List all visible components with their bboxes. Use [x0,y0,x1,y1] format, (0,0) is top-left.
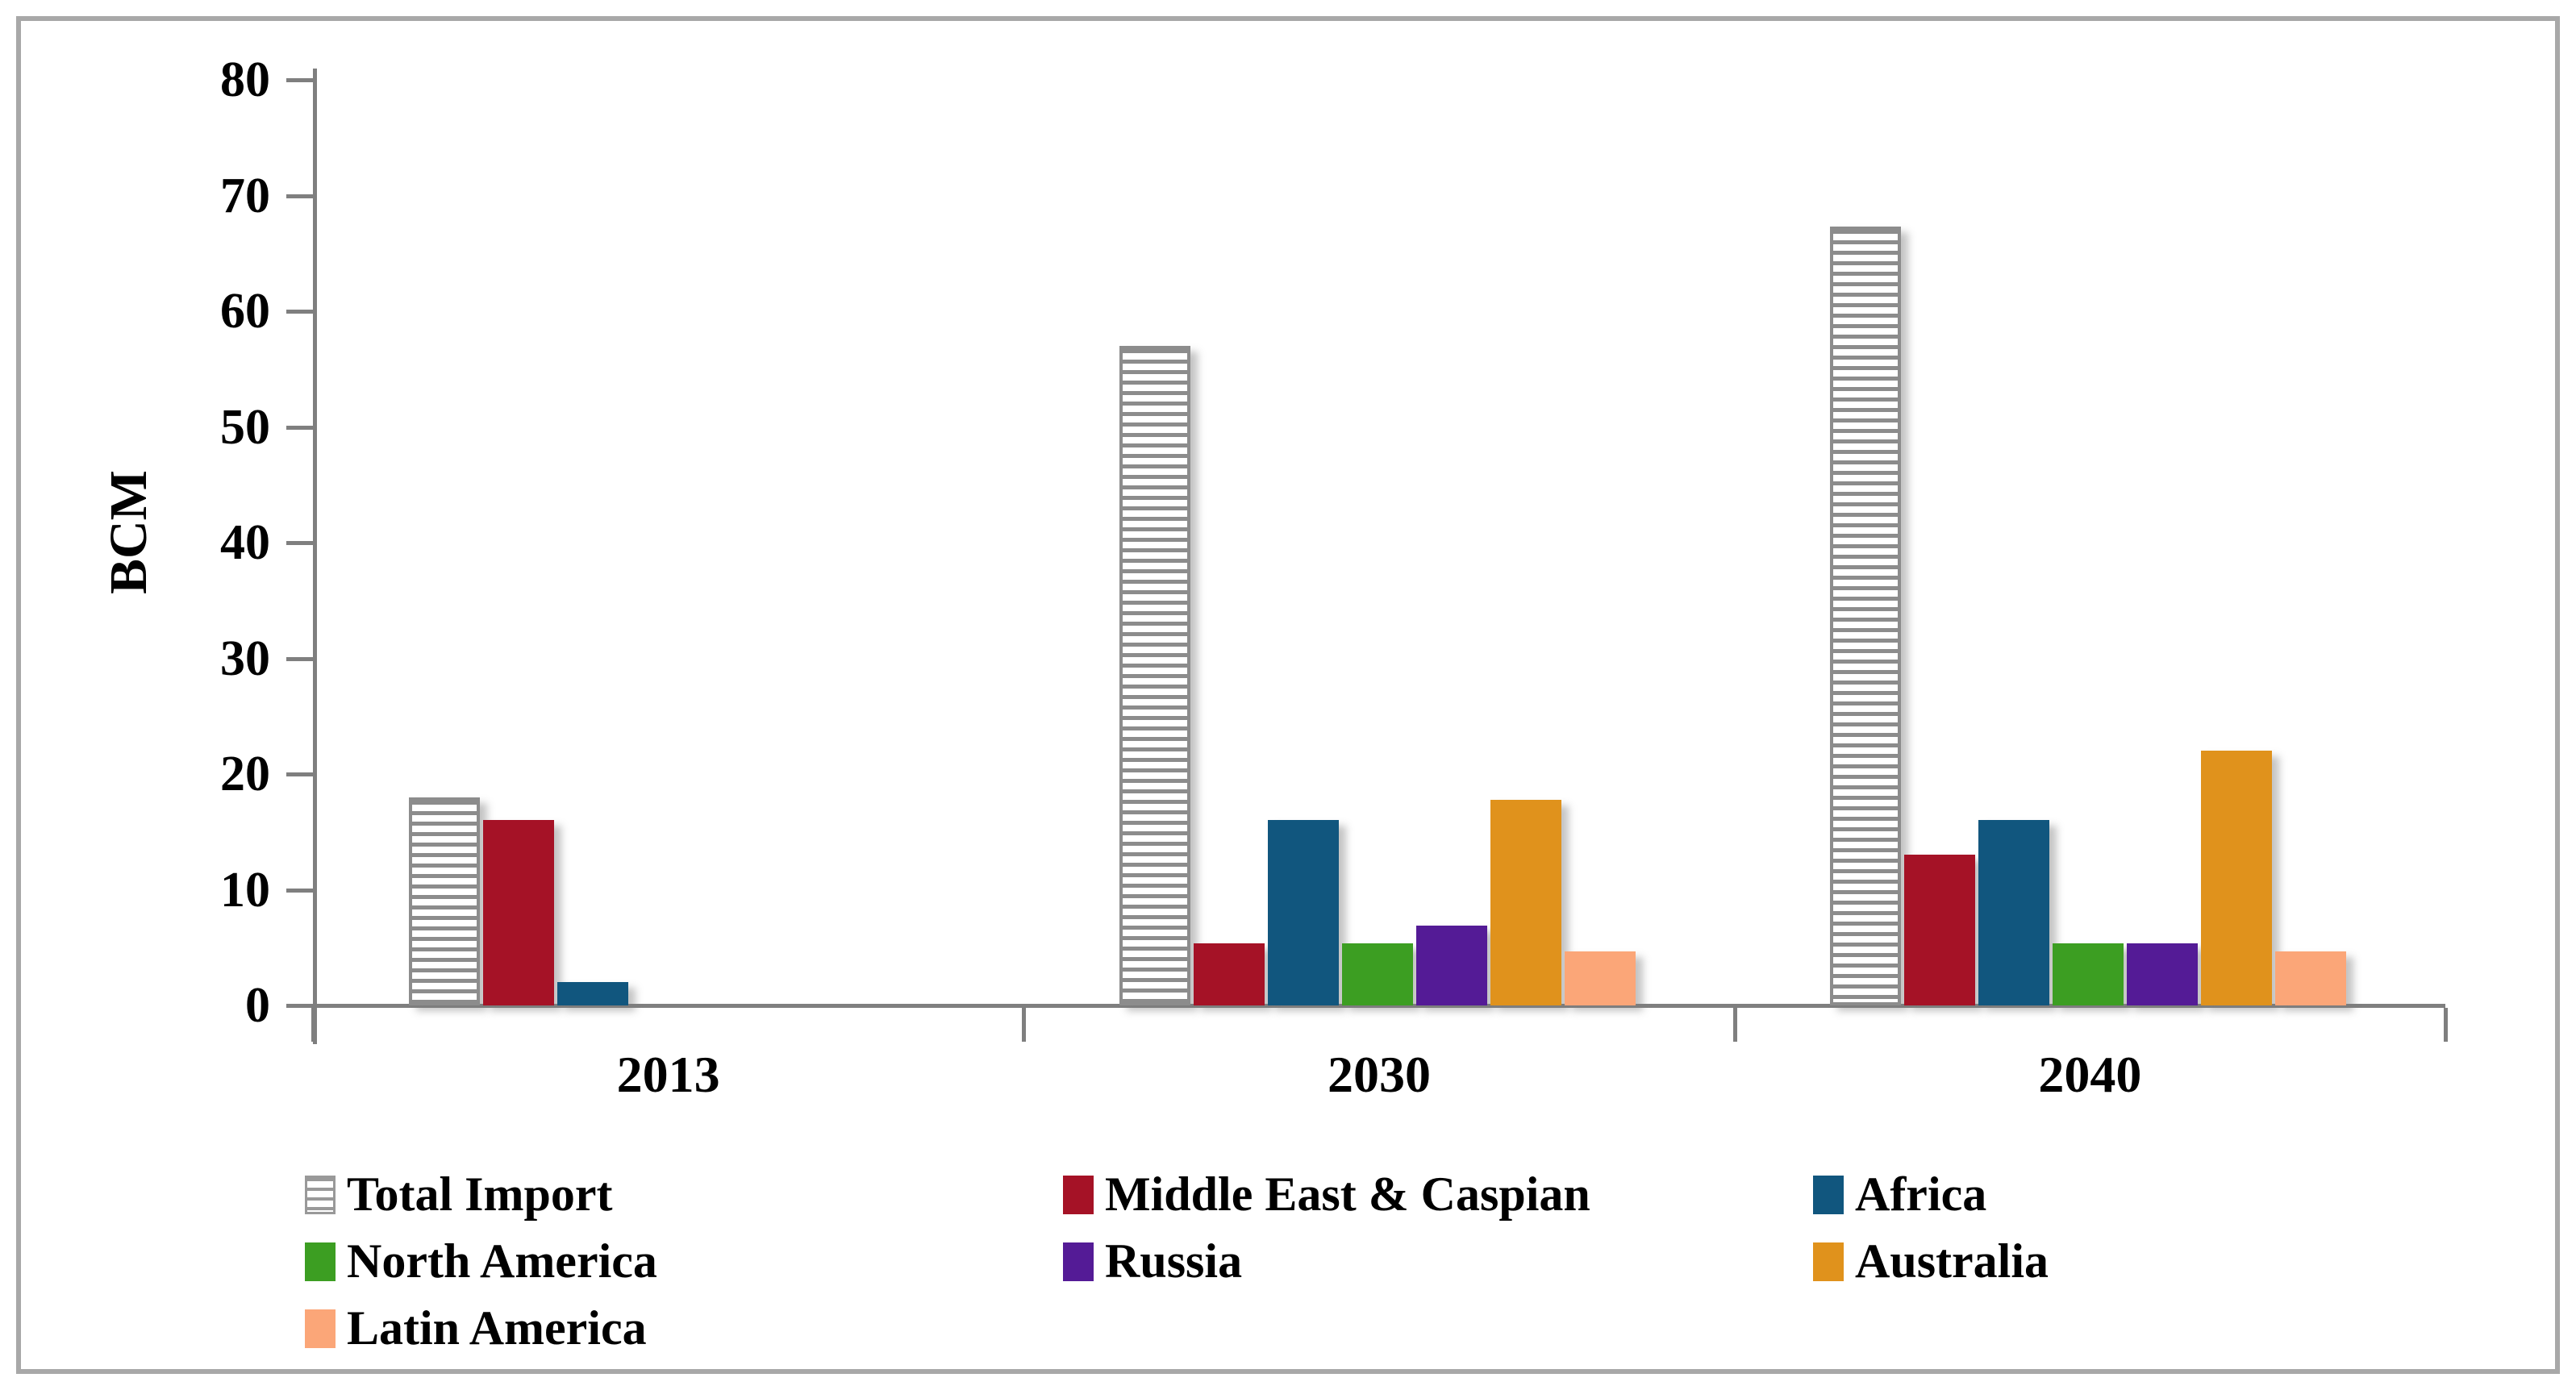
legend-item-russia: Russia [1063,1234,1813,1289]
legend-label: Middle East & Caspian [1105,1167,1590,1221]
legend-label: Latin America [347,1301,647,1355]
legend-label: Total Import [347,1167,613,1221]
x-tick-mark [1022,1008,1027,1042]
legend-item-north-america: North America [305,1234,1063,1289]
bar-australia-2030 [1490,800,1561,1005]
legend-swatch [1813,1175,1844,1214]
legend-item-total-import: Total Import [305,1167,1063,1222]
bar-africa-2030 [1268,820,1339,1005]
y-tick-label: 80 [220,52,270,107]
legend-label: Russia [1105,1234,1243,1288]
y-tick-label: 40 [220,515,270,570]
y-tick-label: 30 [220,631,270,686]
bar-total-import-2013 [409,797,480,1005]
bar-north-america-2030 [1342,943,1413,1005]
legend-item-latin-america: Latin America [305,1301,1063,1356]
y-tick-label: 10 [220,862,270,918]
y-tick-label: 70 [220,168,270,223]
bar-middle-east-caspian-2030 [1194,943,1265,1005]
y-tick-mark [286,194,313,198]
y-tick-mark [286,310,313,314]
legend-item-australia: Australia [1813,1234,2426,1289]
bar-middle-east-caspian-2013 [483,820,554,1005]
x-tick-mark [311,1008,315,1042]
y-tick-mark [286,541,313,545]
bar-africa-2040 [1978,820,2049,1005]
x-category-label: 2040 [2038,1046,2142,1103]
bar-north-america-2040 [2053,943,2124,1005]
y-tick-label: 20 [220,747,270,801]
legend-swatch [1813,1242,1844,1281]
legend-swatch [1063,1175,1094,1214]
y-tick-mark [286,656,313,661]
bar-africa-2013 [557,982,628,1005]
legend-row: North America Russia Australia [305,1228,2482,1295]
legend-label: Australia [1855,1234,2049,1288]
legend-item-middle-east-caspian: Middle East & Caspian [1063,1167,1813,1222]
legend: Total Import Middle East & Caspian Africa N… [305,1161,2482,1362]
bar-total-import-2030 [1119,346,1190,1005]
y-axis-line [313,69,317,1044]
y-tick-label: 60 [220,284,270,339]
legend-item-africa: Africa [1813,1167,2426,1222]
bar-russia-2030 [1416,926,1487,1005]
y-axis-title: BCM [99,470,158,594]
y-tick-mark [286,1004,313,1008]
legend-label: Africa [1855,1167,1987,1221]
x-tick-mark [2444,1008,2448,1042]
y-tick-mark [286,772,313,776]
legend-swatch [1063,1242,1094,1281]
legend-row: Latin America [305,1295,2482,1362]
legend-swatch [305,1242,336,1281]
y-tick-label: 0 [245,978,270,1033]
bar-latin-america-2040 [2275,951,2346,1005]
legend-row: Total Import Middle East & Caspian Africa [305,1161,2482,1228]
y-tick-mark [286,888,313,893]
bar-total-import-2040 [1830,227,1901,1005]
bar-australia-2040 [2201,751,2272,1005]
x-category-label: 2013 [616,1046,720,1103]
x-tick-mark [1732,1008,1737,1042]
legend-swatch [305,1309,336,1348]
legend-swatch [305,1175,336,1214]
x-axis-line [286,1004,2445,1008]
legend-label: North America [347,1234,657,1288]
y-tick-mark [286,78,313,82]
bar-middle-east-caspian-2040 [1904,855,1975,1005]
chart-border-frame [16,16,2560,1374]
bar-latin-america-2030 [1565,951,1636,1005]
bar-russia-2040 [2127,943,2198,1005]
y-tick-mark [286,425,313,430]
x-category-label: 2030 [1328,1046,1431,1103]
y-tick-label: 50 [220,399,270,455]
